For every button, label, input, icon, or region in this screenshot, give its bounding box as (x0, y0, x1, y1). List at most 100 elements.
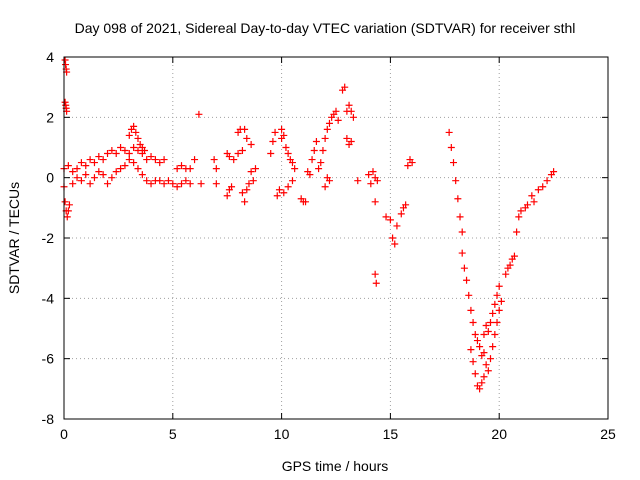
data-point (463, 276, 471, 284)
data-point (310, 147, 318, 155)
data-point (469, 318, 477, 326)
data-point (467, 346, 475, 354)
data-point (484, 367, 492, 375)
series-start-spike-high (61, 56, 71, 76)
data-point (86, 156, 94, 164)
data-point (228, 183, 236, 191)
data-point (269, 137, 277, 145)
data-point (369, 168, 377, 176)
data-point (486, 355, 494, 363)
data-point (288, 177, 296, 185)
data-point (77, 177, 85, 185)
data-point (138, 171, 146, 179)
data-point (130, 144, 138, 151)
data-point (178, 162, 186, 170)
data-point (332, 107, 340, 115)
data-point (238, 147, 246, 155)
data-point (478, 379, 486, 387)
data-point (69, 168, 77, 176)
data-point (491, 331, 499, 339)
data-point (323, 125, 331, 133)
chart-title: Day 098 of 2021, Sidereal Day-to-day VTE… (75, 20, 576, 36)
data-point (458, 249, 466, 257)
data-point (173, 165, 181, 173)
data-point (367, 180, 375, 188)
data-point (347, 107, 355, 115)
data-point (517, 207, 525, 215)
data-point (528, 192, 536, 200)
series-peak-3.2 (125, 122, 149, 155)
data-point (90, 159, 98, 167)
data-point (121, 162, 129, 170)
data-point (473, 337, 481, 345)
data-point (73, 174, 81, 182)
data-point (197, 180, 205, 188)
data-point (130, 159, 138, 167)
y-tick-label: 0 (46, 170, 54, 186)
data-point (241, 198, 249, 206)
data-point (372, 279, 380, 287)
data-point (230, 156, 238, 164)
data-point (169, 180, 177, 188)
data-point (117, 165, 125, 173)
data-point (389, 234, 397, 242)
x-tick-label: 10 (274, 426, 290, 442)
data-point (125, 131, 133, 139)
series-trough-cluster (473, 282, 505, 375)
data-point (550, 168, 558, 176)
data-point (178, 180, 186, 188)
series-isolated-13.5 (354, 177, 362, 185)
data-point (164, 177, 172, 185)
data-point (249, 177, 257, 185)
data-point (288, 159, 296, 167)
data-point (271, 128, 279, 136)
x-axis-label: GPS time / hours (282, 458, 389, 474)
data-point (65, 201, 73, 209)
data-point (247, 140, 255, 148)
data-point (495, 282, 503, 290)
data-point (491, 300, 499, 308)
data-point (267, 150, 275, 158)
data-point (489, 309, 497, 317)
y-tick-label: 2 (46, 109, 54, 125)
data-point (156, 159, 164, 167)
data-point (371, 270, 379, 278)
data-point (112, 150, 120, 158)
data-point (365, 171, 373, 179)
y-tick-label: -8 (42, 411, 55, 427)
data-point (234, 150, 242, 158)
data-point (245, 180, 253, 188)
data-point (482, 321, 490, 329)
data-point (132, 128, 140, 136)
data-point (82, 162, 90, 170)
data-point (402, 201, 410, 209)
data-point (334, 116, 342, 124)
data-point (186, 165, 194, 173)
data-point (484, 328, 492, 336)
data-point (280, 131, 288, 139)
data-point (467, 306, 475, 314)
data-point (147, 180, 155, 188)
data-point (373, 177, 381, 185)
series-band-11-12.5 (297, 107, 342, 206)
data-point (182, 177, 190, 185)
data-point (386, 216, 394, 224)
data-point (291, 165, 299, 173)
data-point (497, 297, 505, 305)
data-point (312, 137, 320, 145)
data-point (151, 156, 159, 164)
data-point (371, 198, 379, 206)
data-point (515, 213, 523, 221)
data-point (465, 291, 473, 299)
data-point (454, 195, 462, 203)
data-point (354, 177, 362, 185)
data-point (493, 291, 501, 299)
data-point (530, 198, 538, 206)
data-point (108, 147, 116, 155)
series-band-14 (365, 168, 381, 287)
data-point (534, 186, 542, 194)
data-point (108, 174, 116, 182)
data-point (73, 165, 81, 173)
data-point (104, 150, 112, 158)
data-point (471, 370, 479, 378)
